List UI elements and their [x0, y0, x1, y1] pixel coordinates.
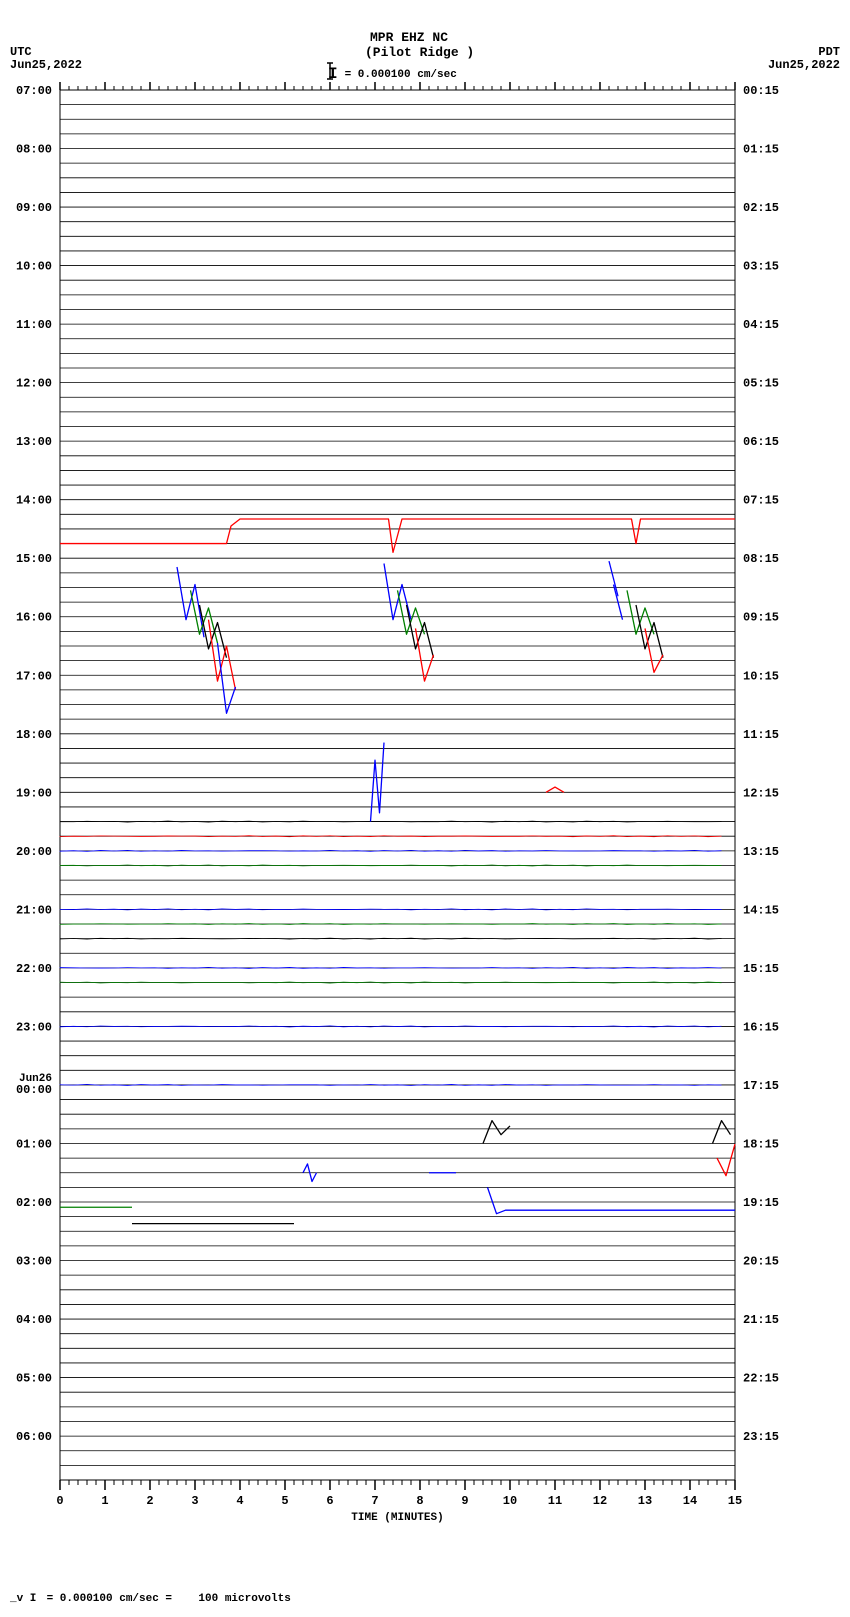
svg-text:01:15: 01:15	[743, 143, 779, 157]
svg-text:13:00: 13:00	[16, 435, 52, 449]
svg-text:07:00: 07:00	[16, 84, 52, 98]
svg-text:11: 11	[548, 1494, 562, 1508]
svg-text:9: 9	[461, 1494, 468, 1508]
svg-text:16:00: 16:00	[16, 611, 52, 625]
scale-bar-label: = 0.000100 cm/sec	[338, 69, 457, 81]
footer-scale-prefix: _v I	[10, 1593, 36, 1605]
svg-text:23:15: 23:15	[743, 1430, 779, 1444]
station-code: MPR EHZ NC	[370, 30, 448, 45]
right-date: Jun25,2022	[768, 58, 840, 72]
svg-text:4: 4	[236, 1494, 243, 1508]
svg-text:12:00: 12:00	[16, 377, 52, 391]
svg-text:8: 8	[416, 1494, 423, 1508]
seismogram-plot: 0123456789101112131415TIME (MINUTES)07:0…	[0, 0, 850, 1617]
scale-bar-symbol: I	[328, 65, 338, 83]
svg-text:06:15: 06:15	[743, 435, 779, 449]
right-timezone: PDT	[818, 45, 840, 59]
svg-text:21:00: 21:00	[16, 903, 52, 917]
svg-text:05:00: 05:00	[16, 1372, 52, 1386]
svg-text:3: 3	[191, 1494, 198, 1508]
svg-text:06:00: 06:00	[16, 1430, 52, 1444]
svg-text:20:15: 20:15	[743, 1255, 779, 1269]
svg-text:11:00: 11:00	[16, 318, 52, 332]
svg-text:08:15: 08:15	[743, 552, 779, 566]
svg-text:14:00: 14:00	[16, 494, 52, 508]
svg-text:15:15: 15:15	[743, 962, 779, 976]
svg-text:03:00: 03:00	[16, 1255, 52, 1269]
svg-text:19:15: 19:15	[743, 1196, 779, 1210]
footer-scale: = 0.000100 cm/sec = 100 microvolts	[40, 1593, 291, 1605]
svg-text:03:15: 03:15	[743, 260, 779, 274]
svg-text:23:00: 23:00	[16, 1020, 52, 1034]
svg-text:17:00: 17:00	[16, 669, 52, 683]
svg-text:10:15: 10:15	[743, 669, 779, 683]
svg-text:19:00: 19:00	[16, 786, 52, 800]
svg-text:22:00: 22:00	[16, 962, 52, 976]
svg-text:07:15: 07:15	[743, 494, 779, 508]
station-name: (Pilot Ridge )	[365, 45, 474, 60]
left-timezone: UTC	[10, 45, 32, 59]
svg-text:09:15: 09:15	[743, 611, 779, 625]
svg-text:11:15: 11:15	[743, 728, 779, 742]
svg-text:01:00: 01:00	[16, 1137, 52, 1151]
svg-text:08:00: 08:00	[16, 143, 52, 157]
svg-text:18:15: 18:15	[743, 1137, 779, 1151]
svg-text:14: 14	[683, 1494, 697, 1508]
svg-text:18:00: 18:00	[16, 728, 52, 742]
svg-text:6: 6	[326, 1494, 333, 1508]
svg-text:12:15: 12:15	[743, 786, 779, 800]
svg-text:TIME (MINUTES): TIME (MINUTES)	[351, 1512, 443, 1524]
svg-text:15: 15	[728, 1494, 742, 1508]
svg-text:00:15: 00:15	[743, 84, 779, 98]
svg-text:09:00: 09:00	[16, 201, 52, 215]
svg-text:0: 0	[56, 1494, 63, 1508]
svg-text:5: 5	[281, 1494, 288, 1508]
svg-text:17:15: 17:15	[743, 1079, 779, 1093]
svg-text:04:15: 04:15	[743, 318, 779, 332]
svg-text:15:00: 15:00	[16, 552, 52, 566]
svg-text:22:15: 22:15	[743, 1372, 779, 1386]
svg-text:2: 2	[146, 1494, 153, 1508]
svg-text:00:00: 00:00	[16, 1083, 52, 1097]
svg-text:16:15: 16:15	[743, 1020, 779, 1034]
svg-text:05:15: 05:15	[743, 377, 779, 391]
svg-text:21:15: 21:15	[743, 1313, 779, 1327]
left-date: Jun25,2022	[10, 58, 82, 72]
svg-text:7: 7	[371, 1494, 378, 1508]
svg-text:13: 13	[638, 1494, 652, 1508]
svg-text:02:15: 02:15	[743, 201, 779, 215]
svg-text:20:00: 20:00	[16, 845, 52, 859]
svg-text:10: 10	[503, 1494, 517, 1508]
svg-text:12: 12	[593, 1494, 607, 1508]
svg-text:04:00: 04:00	[16, 1313, 52, 1327]
svg-text:1: 1	[101, 1494, 108, 1508]
svg-text:14:15: 14:15	[743, 903, 779, 917]
svg-text:10:00: 10:00	[16, 260, 52, 274]
svg-text:02:00: 02:00	[16, 1196, 52, 1210]
svg-text:13:15: 13:15	[743, 845, 779, 859]
